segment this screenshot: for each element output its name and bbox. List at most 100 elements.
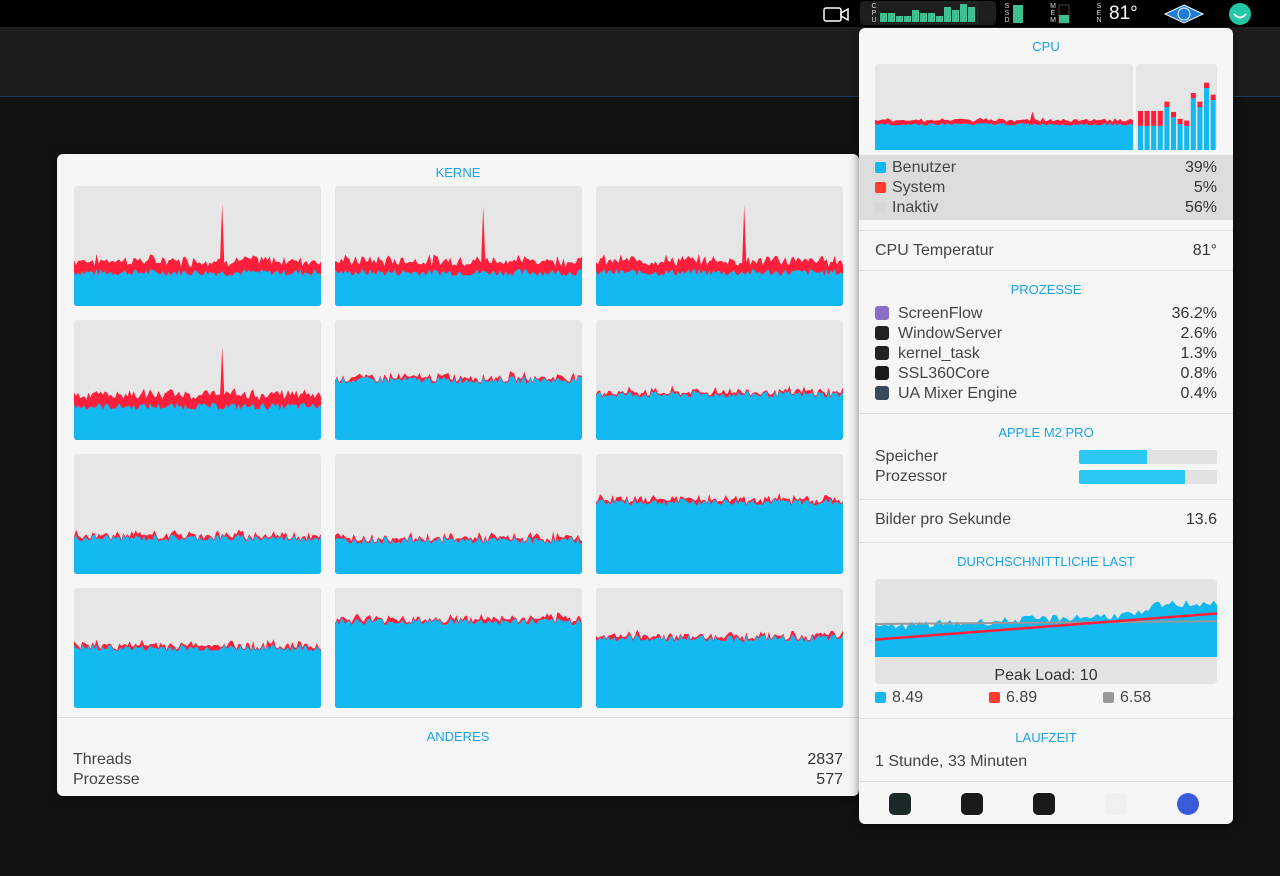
load-average-chart xyxy=(875,600,1217,657)
core-system-bar xyxy=(1190,93,1196,99)
cpu-mini-bar xyxy=(888,13,895,22)
processes-count-row: Prozesse 577 xyxy=(73,771,843,788)
cpu-mini-bar xyxy=(912,10,919,22)
core-system-bar xyxy=(1204,82,1209,89)
core-chart xyxy=(335,454,582,574)
system-information-icon[interactable] xyxy=(1105,793,1127,815)
process-row[interactable]: WindowServer 2.6% xyxy=(875,324,1217,344)
fps-row: Bilder pro Sekunde 13.6 xyxy=(875,511,1217,528)
load-legend-item: 8.49 xyxy=(875,689,989,707)
console-icon[interactable] xyxy=(961,793,983,815)
cpu-temperature-row: CPU Temperatur 81° xyxy=(875,242,1217,259)
user-area xyxy=(596,390,843,440)
memory-bar xyxy=(1079,450,1217,464)
core-user-bar xyxy=(1171,117,1176,150)
memory-row: Speicher xyxy=(875,448,939,465)
process-row[interactable]: UA Mixer Engine 0.4% xyxy=(875,384,1217,404)
core-system-bar xyxy=(1197,101,1203,107)
sensor-menu-item[interactable]: SEN 81° xyxy=(1096,2,1138,25)
ua-logo-icon[interactable] xyxy=(1163,0,1205,27)
core-chart xyxy=(74,588,321,708)
stats-panel: CPU Benutzer 39% System 5% Inaktiv 56% CPU Te… xyxy=(859,28,1233,824)
cpu-core-bars-chart xyxy=(1136,64,1217,150)
core-system-bar xyxy=(1177,118,1183,125)
core-system-bar xyxy=(1164,101,1170,107)
load-title: DURCHSCHNITTLICHE LAST xyxy=(957,554,1135,569)
uptime-row: 1 Stunde, 33 Minuten xyxy=(875,753,1028,770)
core-chart xyxy=(596,588,843,708)
cpu-mini-bar xyxy=(968,7,975,22)
core-chart xyxy=(335,186,582,306)
cpu-mini-bar xyxy=(920,13,927,22)
other-title: ANDERES xyxy=(426,729,490,744)
video-camera-icon[interactable] xyxy=(822,0,850,27)
cpu-mini-bar xyxy=(944,7,951,22)
core-chart xyxy=(596,320,843,440)
cpu-mini-bar xyxy=(936,16,943,22)
user-area xyxy=(335,269,582,306)
user-area xyxy=(74,534,321,574)
process-app-icon xyxy=(875,386,889,400)
threads-row: Threads 2837 xyxy=(73,751,843,768)
process-app-icon xyxy=(875,326,889,340)
core-chart xyxy=(596,454,843,574)
core-user-bar xyxy=(1184,125,1190,150)
core-system-bar xyxy=(1171,111,1176,118)
core-chart xyxy=(335,320,582,440)
process-app-icon xyxy=(875,306,889,320)
core-system-bar xyxy=(1157,110,1163,126)
user-area xyxy=(74,268,321,306)
activity-monitor-icon[interactable] xyxy=(889,793,911,815)
legend-swatch xyxy=(875,162,886,173)
processes-title: PROZESSE xyxy=(1010,282,1082,297)
cpu-mini-bar xyxy=(880,13,887,22)
user-area xyxy=(875,122,1133,150)
legend-swatch xyxy=(875,202,886,213)
user-area xyxy=(596,634,843,708)
cpu-menu-item[interactable]: CPU xyxy=(860,1,996,25)
cpu-mini-bar xyxy=(904,16,911,22)
core-chart xyxy=(335,588,582,708)
user-area xyxy=(335,376,582,440)
peak-load-label: Peak Load: 10 xyxy=(994,667,1098,684)
chip-title: APPLE M2 PRO xyxy=(998,425,1094,440)
process-app-icon xyxy=(875,366,889,380)
terminal-icon[interactable] xyxy=(1033,793,1055,815)
cores-panel: KERNE ANDERES Threads 2837 Prozesse 577 xyxy=(57,154,859,796)
process-row[interactable]: SSL360Core 0.8% xyxy=(875,364,1217,384)
user-area xyxy=(74,402,321,440)
load-legend-item: 6.89 xyxy=(989,689,1103,707)
cpu-history-mini-chart xyxy=(878,2,978,24)
menu-bar: CPU SSD MEM SEN 81° xyxy=(0,0,1280,27)
legend-swatch xyxy=(1103,692,1114,703)
core-system-bar xyxy=(1138,110,1143,126)
core-user-bar xyxy=(1157,125,1163,150)
core-user-bar xyxy=(1164,107,1170,150)
core-chart xyxy=(74,454,321,574)
processor-row: Prozessor xyxy=(875,468,948,485)
core-system-bar xyxy=(1144,110,1150,126)
memory-menu-item[interactable]: MEM xyxy=(1049,0,1071,27)
cpu-legend-row: System 5% xyxy=(875,178,1217,198)
cpu-mini-bar xyxy=(928,13,935,22)
user-area xyxy=(74,644,321,708)
cpu-mini-bar xyxy=(960,4,967,22)
process-row[interactable]: ScreenFlow 36.2% xyxy=(875,304,1217,324)
cpu-mini-bar xyxy=(896,16,903,22)
cores-title: KERNE xyxy=(435,165,481,180)
cpu-legend-row: Benutzer 39% xyxy=(875,158,1217,178)
process-row[interactable]: kernel_task 1.3% xyxy=(875,344,1217,364)
core-user-bar xyxy=(1138,125,1143,150)
core-system-bar xyxy=(1184,120,1190,126)
core-user-bar xyxy=(1151,125,1157,150)
core-system-bar xyxy=(1210,94,1216,101)
cpu-mini-bar xyxy=(952,10,959,22)
ssd-menu-item[interactable]: SSD xyxy=(1003,0,1025,27)
user-area xyxy=(335,618,582,708)
load-15min-line xyxy=(875,620,1217,625)
istat-icon[interactable] xyxy=(1177,793,1199,815)
legend-swatch xyxy=(989,692,1000,703)
user-area xyxy=(596,268,843,306)
smiley-app-icon[interactable] xyxy=(1228,0,1252,27)
core-user-bar xyxy=(1177,124,1183,150)
